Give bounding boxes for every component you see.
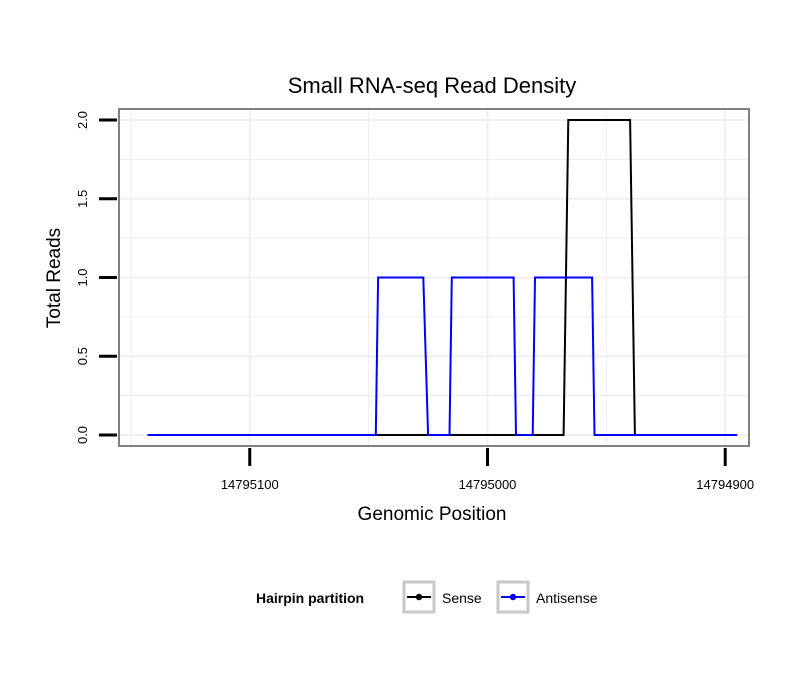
gridlines [119,109,749,446]
x-tick-label: 14795100 [221,477,279,492]
series-line-antisense [147,276,738,436]
x-axis-title: Genomic Position [358,504,507,525]
y-tick-label: 1.0 [75,268,90,286]
legend-point-sense [415,593,423,601]
x-axis: 14795100 14795000 14794900 [221,448,754,492]
legend-title: Hairpin partition [256,590,364,606]
y-tick-label: 0.0 [75,426,90,444]
y-tick-label: 0.5 [75,347,90,365]
chart-title: Small RNA-seq Read Density [288,73,577,98]
plot-area [118,108,750,447]
y-axis-title: Total Reads [44,228,65,328]
legend-item-antisense: Antisense [496,580,598,614]
legend-label-antisense: Antisense [536,590,598,606]
legend-item-sense: Sense [402,580,482,614]
y-tick-label: 1.5 [75,190,90,208]
legend: Hairpin partition Sense Antisense [256,580,598,614]
series-layer [147,119,738,436]
y-tick-label: 2.0 [75,111,90,129]
y-axis: 0.0 0.5 1.0 1.5 2.0 [75,111,117,444]
legend-label-sense: Sense [442,590,482,606]
legend-point-antisense [509,593,517,601]
x-tick-label: 14794900 [696,477,754,492]
x-tick-label: 14795000 [459,477,517,492]
plot-border [118,108,750,447]
